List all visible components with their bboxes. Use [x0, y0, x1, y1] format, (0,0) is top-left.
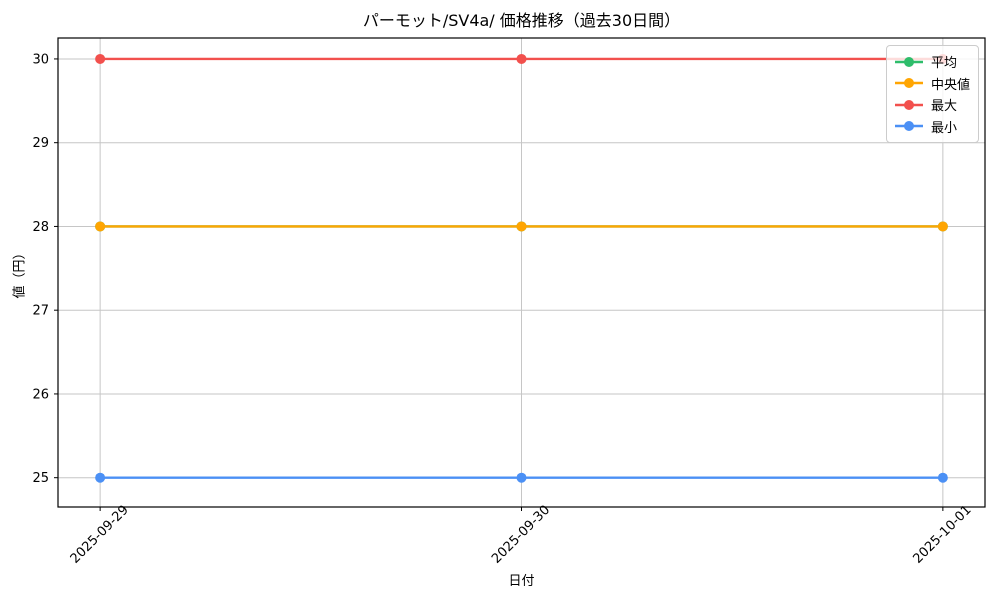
- series-marker: [516, 53, 527, 64]
- y-axis-label: 値（円）: [12, 246, 28, 299]
- series-marker: [516, 472, 527, 483]
- legend: 平均 中央値 最大 最小: [886, 45, 979, 143]
- chart-title: パーモット/SV4a/ 価格推移（過去30日間）: [362, 11, 681, 30]
- legend-label: 最小: [931, 120, 958, 136]
- series-marker: [937, 221, 948, 232]
- series-marker: [95, 221, 106, 232]
- legend-label: 最大: [931, 99, 958, 115]
- x-tick-label: 2025-09-29: [68, 503, 132, 567]
- legend-item-average: 平均: [894, 51, 970, 73]
- legend-item-median: 中央値: [894, 73, 970, 95]
- series-marker: [95, 472, 106, 483]
- legend-line-icon: [895, 78, 923, 89]
- legend-item-max: 最大: [894, 94, 970, 116]
- series-marker: [516, 221, 527, 232]
- y-tick-label: 26: [32, 387, 49, 402]
- series-marker: [95, 53, 106, 64]
- y-tick-label: 27: [32, 304, 49, 319]
- y-tick-label: 28: [32, 220, 49, 235]
- y-tick-label: 30: [32, 52, 49, 67]
- x-tick-label: 2025-09-30: [489, 503, 553, 567]
- y-tick-label: 29: [32, 136, 49, 151]
- legend-label: 平均: [931, 56, 958, 72]
- legend-line-icon: [895, 121, 923, 132]
- series-marker: [937, 472, 948, 483]
- legend-line-icon: [895, 56, 923, 67]
- legend-line-icon: [895, 99, 923, 110]
- legend-label: 中央値: [931, 77, 971, 93]
- x-tick-label: 2025-10-01: [910, 503, 974, 567]
- y-tick-label: 25: [32, 471, 49, 486]
- x-axis-label: 日付: [508, 574, 535, 589]
- legend-item-min: 最小: [894, 116, 970, 138]
